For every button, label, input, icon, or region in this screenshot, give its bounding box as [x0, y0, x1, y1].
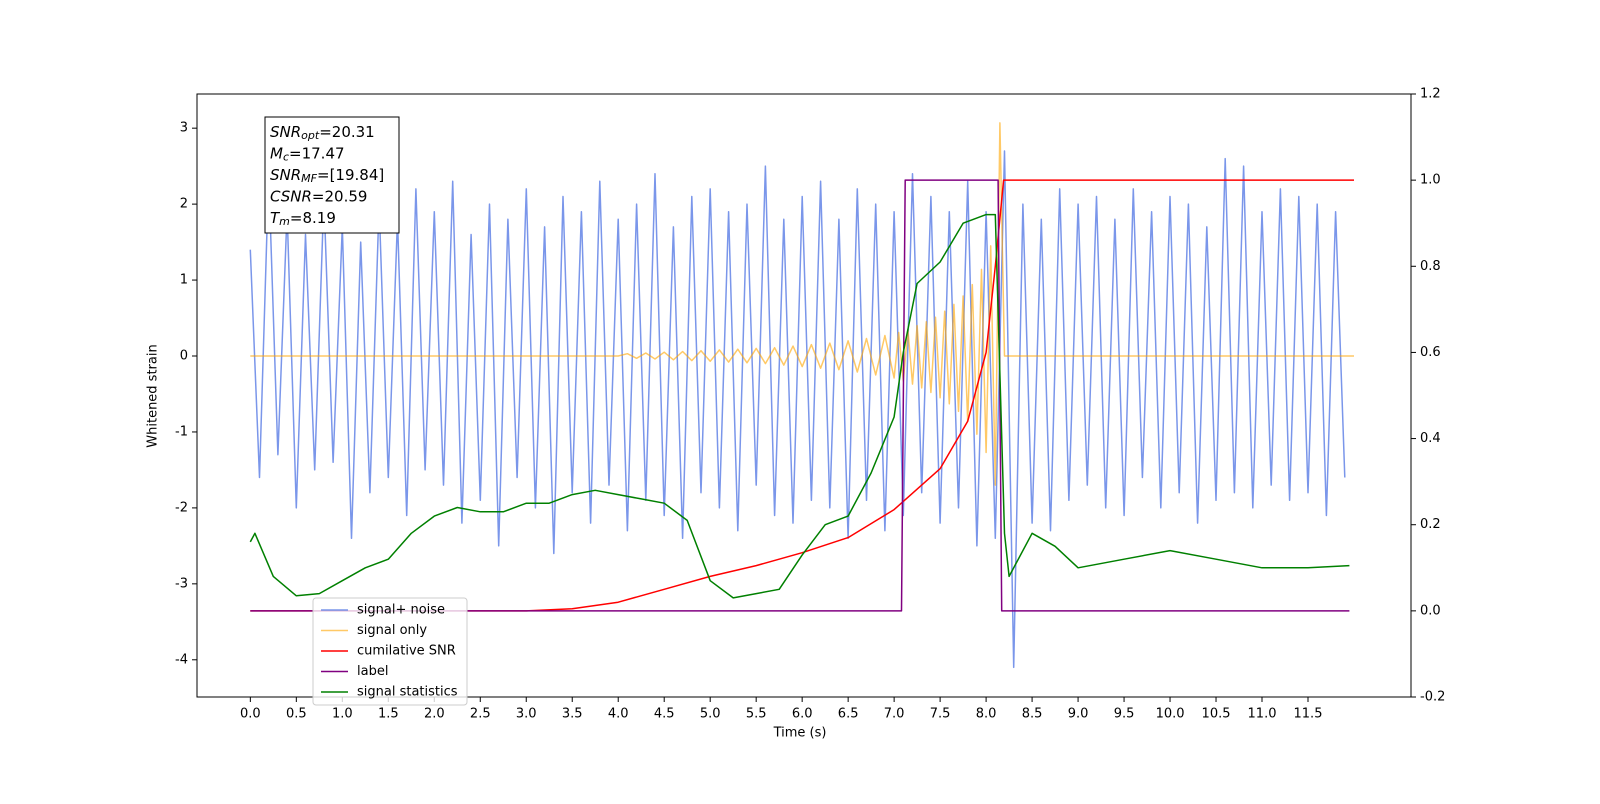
- y-tick-label: 1: [180, 273, 188, 288]
- annotation-subscript: opt: [301, 129, 320, 142]
- x-tick-label: 11.5: [1294, 707, 1323, 722]
- x-tick-label: 8.5: [1022, 707, 1043, 722]
- annotation-value: =17.47: [289, 144, 345, 162]
- annotation-line: SNRMF=[19.84]: [270, 166, 384, 186]
- annotation-value: =20.31: [319, 123, 375, 141]
- legend-box: [312, 597, 468, 706]
- y2-tick-label: 0.6: [1420, 345, 1441, 360]
- legend-label: signal+ noise: [357, 603, 445, 618]
- y-tick-label: -4: [175, 652, 188, 667]
- y-tick-label: -3: [175, 576, 188, 591]
- series-line: [250, 122, 1354, 486]
- annotation-line: Mc=17.47: [270, 144, 345, 164]
- annotation-line: CSNR=20.59: [270, 187, 367, 205]
- x-tick-label: 7.0: [884, 707, 905, 722]
- annotation-value: =[19.84]: [317, 166, 384, 184]
- x-tick-label: 0.0: [240, 707, 261, 722]
- x-tick-label: 6.0: [792, 707, 813, 722]
- x-axis-label: Time (s): [773, 726, 827, 741]
- x-tick-label: 10.5: [1202, 707, 1231, 722]
- y2-tick-label: -0.2: [1420, 690, 1445, 705]
- annotation-symbol: T: [270, 209, 281, 227]
- x-tick-label: 9.0: [1068, 707, 1089, 722]
- x-tick-label: 6.5: [838, 707, 859, 722]
- annotation-box: [264, 116, 400, 234]
- series-line: [249, 150, 1346, 669]
- legend-label: signal statistics: [357, 685, 458, 700]
- x-tick-label: 5.0: [700, 707, 721, 722]
- annotation-symbol: M: [270, 144, 283, 162]
- annotation-value: =8.19: [290, 209, 336, 227]
- annotation-line: Tm=8.19: [270, 209, 336, 229]
- y-tick-label: 0: [180, 349, 188, 364]
- x-tick-label: 9.5: [1114, 707, 1135, 722]
- x-tick-label: 1.5: [378, 707, 399, 722]
- annotation-symbol: SNR: [270, 123, 301, 141]
- y2-tick-label: 0.2: [1420, 517, 1441, 532]
- y-tick-label: 3: [180, 121, 188, 136]
- series-line: [250, 179, 1354, 612]
- y2-tick-label: 1.2: [1420, 87, 1441, 102]
- legend-label: cumilative SNR: [357, 644, 456, 659]
- legend-label: label: [357, 664, 388, 679]
- y-tick-label: -2: [175, 500, 188, 515]
- x-tick-label: 2.0: [424, 707, 445, 722]
- series-line: [250, 179, 1350, 612]
- x-tick-label: 10.0: [1156, 707, 1185, 722]
- annotation-subscript: c: [283, 151, 289, 164]
- x-tick-label: 8.0: [976, 707, 997, 722]
- y-tick-label: 2: [180, 197, 188, 212]
- x-tick-label: 4.0: [608, 707, 629, 722]
- x-tick-label: 2.5: [470, 707, 491, 722]
- series-line: [249, 213, 1350, 599]
- y2-tick-label: 0.8: [1420, 259, 1441, 274]
- annotation-subscript: MF: [301, 172, 317, 185]
- x-tick-label: 5.5: [746, 707, 767, 722]
- annotation-subscript: m: [279, 215, 290, 228]
- x-tick-label: 3.5: [562, 707, 583, 722]
- y2-tick-label: 0.4: [1420, 431, 1441, 446]
- x-tick-label: 1.0: [332, 707, 353, 722]
- annotation-symbol: SNR: [270, 166, 301, 184]
- x-tick-label: 11.0: [1248, 707, 1277, 722]
- y2-tick-label: 0.0: [1420, 603, 1441, 618]
- x-tick-label: 7.5: [930, 707, 951, 722]
- legend-label: signal only: [357, 623, 427, 638]
- x-tick-label: 3.0: [516, 707, 537, 722]
- annotation-symbol: CSNR: [270, 187, 312, 205]
- y-axis-label: Whitened strain: [146, 344, 161, 447]
- annotation-line: SNRopt=20.31: [270, 123, 375, 143]
- x-tick-label: 0.5: [286, 707, 307, 722]
- annotation-value: =20.59: [312, 187, 368, 205]
- plot-frame: [196, 93, 1412, 698]
- y-tick-label: -1: [175, 424, 188, 439]
- x-tick-label: 4.5: [654, 707, 675, 722]
- y2-tick-label: 1.0: [1420, 173, 1441, 188]
